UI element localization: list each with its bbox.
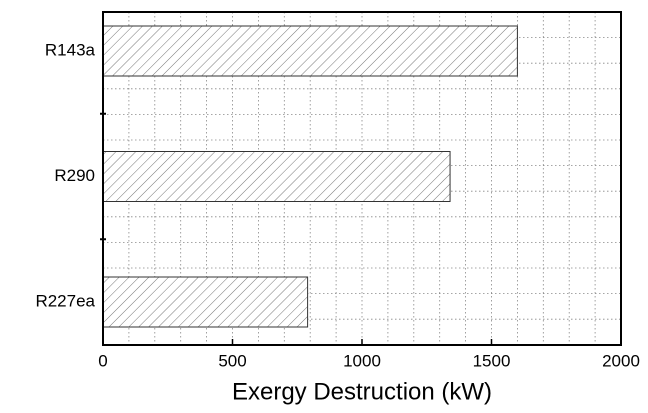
- y-tick-label: R227ea: [35, 291, 95, 310]
- bars: [102, 25, 518, 328]
- x-tick-label: 2000: [602, 351, 640, 370]
- bar: [102, 25, 518, 77]
- x-tick-label: 500: [218, 351, 246, 370]
- bar: [102, 276, 309, 328]
- y-tick-label: R290: [54, 166, 95, 185]
- y-tick-label: R143a: [45, 40, 96, 59]
- x-tick-label: 1000: [343, 351, 381, 370]
- x-tick-label: 0: [98, 351, 107, 370]
- ticks: 0 500 1000 1500 2000 R143a R290 R227ea: [35, 40, 639, 370]
- x-axis-label: Exergy Destruction (kW): [232, 378, 492, 405]
- x-tick-label: 1500: [473, 351, 511, 370]
- bar: [102, 151, 451, 202]
